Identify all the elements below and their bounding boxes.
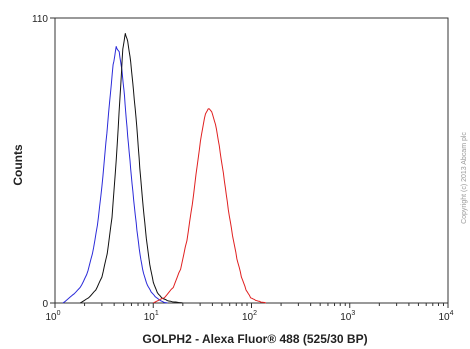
x-axis-ticks: 100 101 102 103 104 bbox=[45, 303, 454, 323]
x-tick-label: 102 bbox=[242, 310, 257, 323]
x-axis-label: GOLPH2 - Alexa Fluor® 488 (525/30 BP) bbox=[142, 332, 367, 346]
y-axis-ticks: 0 110 bbox=[32, 14, 55, 310]
x-tick-label: 104 bbox=[438, 310, 453, 323]
y-tick-label: 110 bbox=[32, 14, 48, 25]
x-tick-label: 100 bbox=[45, 310, 60, 323]
x-tick-label: 101 bbox=[144, 310, 159, 323]
x-tick-label: 103 bbox=[340, 310, 355, 323]
series-group bbox=[62, 33, 267, 304]
y-axis-label: Counts bbox=[11, 144, 25, 186]
plot-area: 100 101 102 103 104 0 110 bbox=[32, 14, 454, 323]
histogram-series-line bbox=[79, 33, 183, 304]
histogram-series-line bbox=[62, 46, 168, 304]
y-tick-label: 0 bbox=[42, 299, 48, 310]
histogram-series-line bbox=[153, 108, 267, 304]
copyright-notice: Copyright (c) 2013 Abcam plc bbox=[461, 132, 468, 224]
